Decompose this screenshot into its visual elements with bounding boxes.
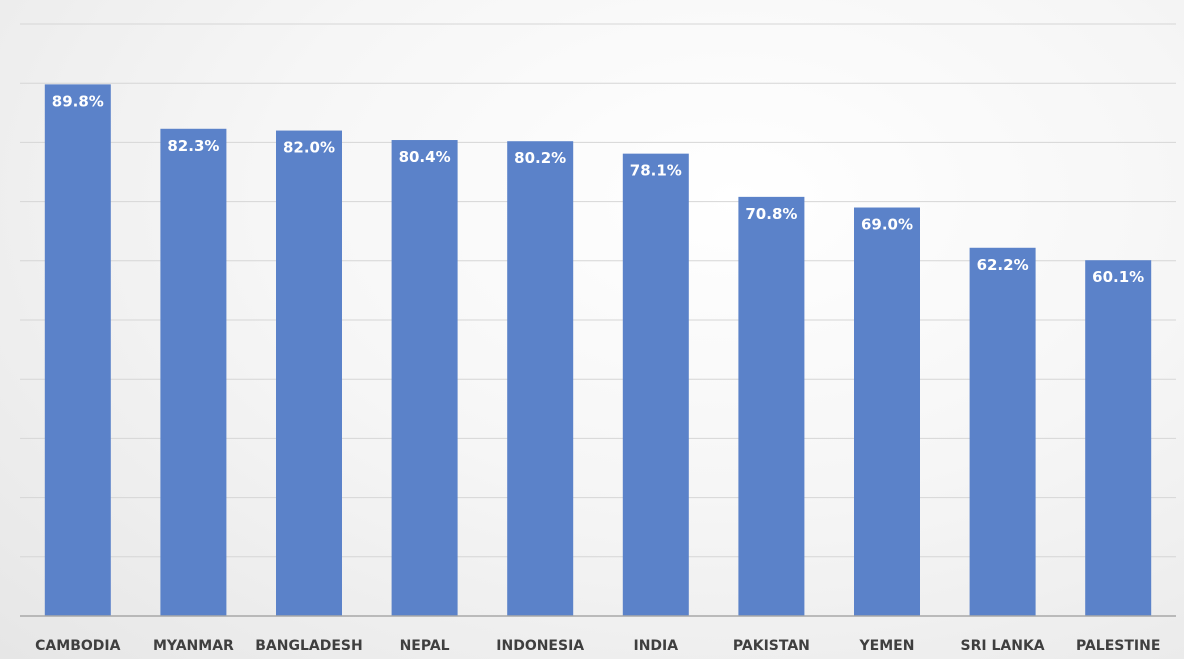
category-label: YEMEN [859,638,915,654]
bar-nepal [391,140,458,617]
category-label: CAMBODIA [35,638,120,654]
bar-cambodia [44,84,111,616]
bar-india [622,153,689,616]
category-label: INDIA [634,638,679,654]
data-labels: 89.8% 82.3% 82.0% 80.4% 80.2% 78.1% 70.8% 69.0%… [52,92,1144,286]
bar-pakistan [738,196,805,616]
data-label: 60.1% [1092,268,1144,286]
bar-myanmar [160,128,227,616]
category-label: BANGLADESH [255,638,362,654]
bar-sri-lanka [969,247,1036,616]
data-label: 89.8% [52,92,104,110]
category-label: PAKISTAN [733,638,810,654]
data-label: 70.8% [745,205,797,223]
data-label: 80.2% [514,149,566,167]
bar-indonesia [507,141,574,616]
category-label: PALESTINE [1076,638,1160,654]
data-label: 62.2% [977,256,1029,274]
bar-palestine [1085,260,1152,616]
bars [44,84,1152,617]
bar-yemen [854,207,920,616]
category-label: NEPAL [400,638,450,654]
category-label: SRI LANKA [961,638,1045,654]
data-label: 80.4% [399,148,451,166]
bar-bangladesh [276,130,342,616]
data-label: 82.0% [283,139,335,157]
category-label: INDONESIA [496,638,584,654]
category-labels: CAMBODIA MYANMAR BANGLADESH NEPAL INDONESIA I… [35,638,1160,654]
data-label: 78.1% [630,162,682,180]
category-label: MYANMAR [153,638,234,654]
data-label: 69.0% [861,216,913,234]
data-label: 82.3% [167,137,219,155]
